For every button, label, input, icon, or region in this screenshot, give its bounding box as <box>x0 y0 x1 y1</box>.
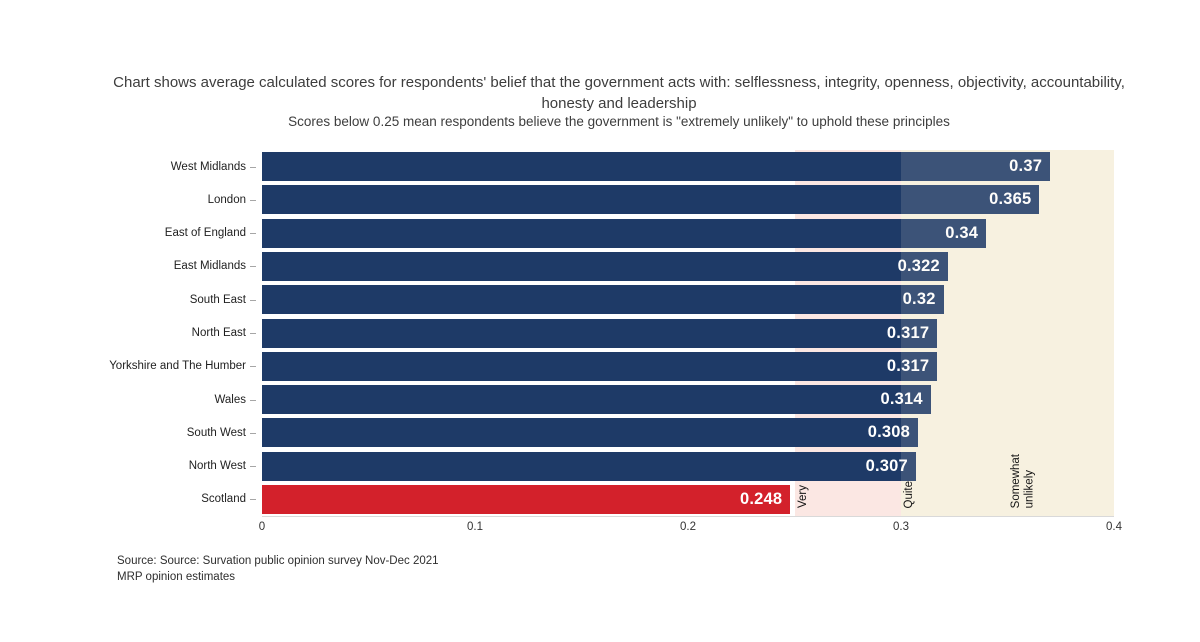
bar-value-label: 0.307 <box>865 456 908 475</box>
bar-value-label: 0.365 <box>989 190 1032 209</box>
source-note-line2: MRP opinion estimates <box>117 571 236 583</box>
category-label: London <box>207 193 246 206</box>
category-label: South East <box>189 293 246 306</box>
bar: 0.32 <box>262 285 944 315</box>
category-tick-mark <box>250 266 256 268</box>
bar-value-label: 0.314 <box>880 390 923 409</box>
category-tick-mark <box>250 399 256 401</box>
category-label: Wales <box>214 393 246 406</box>
chart-subtitle: Scores below 0.25 mean respondents belie… <box>288 114 950 129</box>
x-axis-tick-label: 0.2 <box>680 521 696 533</box>
bar: 0.307 <box>262 451 916 481</box>
bar: 0.248 <box>262 484 791 514</box>
category-tick-mark <box>250 466 256 468</box>
bar-value-label: 0.37 <box>1009 157 1043 176</box>
bar-value-label: 0.317 <box>886 356 930 375</box>
bar-value-label: 0.308 <box>867 423 911 442</box>
category-label: East of England <box>164 227 246 240</box>
bar-value-label: 0.322 <box>897 256 940 275</box>
category-tick-mark <box>250 199 256 201</box>
bar: 0.314 <box>262 385 931 415</box>
bar: 0.37 <box>262 152 1051 182</box>
category-tick-mark <box>250 366 256 368</box>
bar-value-label: 0.32 <box>902 290 936 309</box>
threshold-label: Somewhat unlikely <box>1009 453 1036 508</box>
category-tick-mark <box>250 299 256 301</box>
bar: 0.308 <box>262 418 919 448</box>
threshold-label: Very <box>796 484 809 508</box>
category-label: Scotland <box>201 493 246 506</box>
bar: 0.322 <box>262 251 948 281</box>
bar: 0.365 <box>262 185 1040 215</box>
category-tick-mark <box>250 233 256 235</box>
category-tick-mark <box>250 432 256 434</box>
category-tick-mark <box>250 333 256 334</box>
bar: 0.317 <box>262 351 938 381</box>
x-axis-tick-label: 0.4 <box>1106 521 1122 533</box>
x-axis-tick-label: 0 <box>258 521 266 533</box>
category-tick-mark <box>250 499 256 501</box>
bar: 0.317 <box>262 318 938 348</box>
category-label: East Midlands <box>173 260 246 273</box>
bar: 0.34 <box>262 218 987 248</box>
bar-value-label: 0.34 <box>945 223 979 242</box>
bar-value-label: 0.317 <box>886 323 930 342</box>
x-axis-tick-label: 0.3 <box>893 521 909 533</box>
category-label: Yorkshire and The Humber <box>109 360 246 373</box>
x-axis-tick-label: 0.1 <box>467 521 483 533</box>
plot-area: 0.37 0.365 0.34 0.322 0.32 0.317 0.317 0.314 0.3… <box>262 150 1114 517</box>
category-label: West Midlands <box>170 160 246 173</box>
chart-title: Chart shows average calculated scores fo… <box>113 74 1125 112</box>
category-label: North East <box>191 327 246 339</box>
bar-value-label: 0.248 <box>739 489 783 508</box>
source-note-line1: Source: Source: Survation public opinion… <box>117 555 439 567</box>
category-label: North West <box>188 460 246 473</box>
threshold-label: Quite <box>903 480 915 509</box>
category-tick-mark <box>250 166 256 168</box>
category-label: South West <box>186 426 246 439</box>
